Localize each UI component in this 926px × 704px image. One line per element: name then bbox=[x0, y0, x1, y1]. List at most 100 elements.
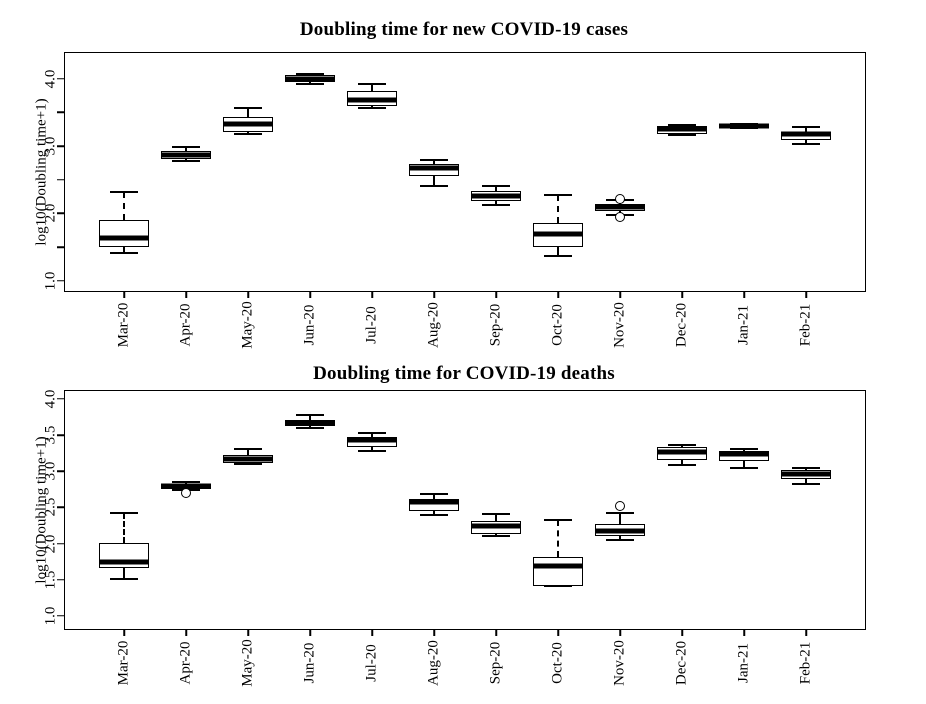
whisker-cap bbox=[358, 83, 386, 85]
x-tick-label: Aug-20 bbox=[425, 640, 442, 686]
x-tick-label: Apr-20 bbox=[177, 641, 194, 685]
whisker-cap bbox=[792, 143, 820, 146]
whisker-stem bbox=[371, 432, 373, 438]
chart-doubling-time-cases: Doubling time for new COVID-19 cases log… bbox=[34, 19, 866, 349]
whisker-stem bbox=[371, 106, 373, 109]
chart-title: Doubling time for new COVID-19 cases bbox=[299, 19, 629, 40]
x-tick-label: Jul-20 bbox=[363, 644, 380, 682]
y-tick-label: 1.0 bbox=[42, 606, 59, 626]
median-line bbox=[99, 235, 149, 241]
whisker-cap bbox=[358, 431, 386, 434]
whisker-cap bbox=[420, 184, 448, 187]
x-tick-mark bbox=[185, 291, 187, 298]
whisker-cap bbox=[234, 132, 262, 135]
whisker-stem bbox=[123, 247, 125, 254]
x-tick-mark bbox=[681, 291, 683, 298]
whisker-cap bbox=[296, 413, 324, 416]
whisker-cap bbox=[234, 463, 262, 466]
y-tick-mark bbox=[56, 77, 64, 80]
whisker-stem bbox=[309, 414, 311, 420]
plot-area: log10(Doubling time+1) 1.0 2.0 3.0 4.0 Mar-2… bbox=[34, 52, 866, 349]
median-line bbox=[471, 523, 521, 529]
outlier-point bbox=[615, 501, 625, 512]
y-tick-label: 4.0 bbox=[42, 389, 59, 409]
whisker-stem bbox=[247, 448, 249, 456]
x-tick-label: Jun-20 bbox=[301, 642, 318, 684]
box bbox=[99, 220, 149, 248]
x-tick-mark bbox=[123, 291, 125, 298]
median-line bbox=[99, 559, 149, 565]
whisker-cap bbox=[792, 483, 820, 486]
x-tick-mark bbox=[557, 629, 559, 636]
x-tick-mark bbox=[557, 291, 559, 298]
y-tick-label: 1.0 bbox=[42, 271, 59, 291]
whisker-cap bbox=[668, 463, 696, 466]
whisker-stem bbox=[743, 448, 745, 452]
y-tick-mark bbox=[56, 542, 64, 545]
whisker-cap bbox=[296, 426, 324, 429]
whisker-cap bbox=[544, 518, 572, 521]
whisker-cap bbox=[792, 126, 820, 129]
median-line bbox=[223, 456, 273, 462]
whisker-cap bbox=[110, 252, 138, 255]
y-tick-mark bbox=[56, 579, 64, 581]
whisker-cap bbox=[172, 159, 200, 162]
whisker-cap bbox=[110, 512, 138, 515]
whisker-cap bbox=[606, 512, 634, 515]
box bbox=[533, 556, 583, 587]
y-tick-label: 2.0 bbox=[42, 534, 59, 553]
median-line bbox=[409, 499, 459, 505]
whisker-stem bbox=[557, 519, 559, 557]
whisker-stem bbox=[185, 158, 187, 161]
x-tick-label: Jan-21 bbox=[735, 643, 752, 683]
median-line bbox=[781, 471, 831, 477]
median-line bbox=[161, 152, 211, 158]
x-tick-mark bbox=[309, 291, 311, 298]
whisker-cap bbox=[482, 185, 510, 188]
y-tick-mark bbox=[56, 615, 64, 617]
x-tick-label: Sep-20 bbox=[487, 303, 504, 347]
y-tick-label: 3.0 bbox=[42, 461, 59, 481]
median-line bbox=[595, 528, 645, 534]
whisker-cap bbox=[730, 447, 758, 450]
whisker-stem bbox=[681, 444, 683, 447]
outlier-point bbox=[615, 193, 625, 204]
x-tick-mark bbox=[371, 629, 373, 636]
whisker-cap bbox=[482, 512, 510, 515]
whisker-cap bbox=[544, 585, 572, 588]
outlier-point bbox=[181, 488, 191, 498]
x-tick-label: Feb-21 bbox=[797, 303, 814, 347]
whisker-stem bbox=[805, 467, 807, 470]
whisker-stem bbox=[247, 131, 249, 134]
whisker-stem bbox=[805, 127, 807, 132]
whisker-stem bbox=[557, 247, 559, 256]
x-tick-mark bbox=[433, 291, 435, 298]
chart-doubling-time-deaths: Doubling time for COVID-19 deaths log10(… bbox=[0, 352, 926, 704]
whisker-cap bbox=[420, 513, 448, 516]
x-tick-mark bbox=[495, 291, 497, 298]
chart-title: Doubling time for COVID-19 deaths bbox=[313, 363, 615, 384]
median-line bbox=[285, 420, 335, 426]
whisker-stem bbox=[619, 536, 621, 540]
median-line bbox=[161, 483, 211, 489]
y-tick-mark bbox=[56, 434, 64, 436]
y-axis-label: log10(Doubling time+1) bbox=[33, 98, 50, 246]
whisker-stem bbox=[495, 186, 497, 191]
x-tick-mark bbox=[247, 629, 249, 636]
whisker-cap bbox=[606, 539, 634, 542]
outlier-point bbox=[615, 211, 625, 222]
plot-area: log10(Doubling time+1) 1.0 1.5 2.0 2.5 3.0 3.… bbox=[34, 390, 866, 687]
whisker-stem bbox=[371, 84, 373, 92]
whisker-cap bbox=[420, 159, 448, 162]
x-tick-label: Nov-20 bbox=[611, 302, 628, 348]
x-tick-mark bbox=[743, 291, 745, 298]
y-tick-mark bbox=[56, 212, 64, 215]
whisker-stem bbox=[309, 81, 311, 84]
x-tick-mark bbox=[619, 629, 621, 636]
y-tick-mark bbox=[56, 145, 64, 147]
x-tick-label: Jul-20 bbox=[363, 306, 380, 344]
y-tick-mark bbox=[56, 470, 64, 473]
y-tick-mark bbox=[56, 246, 64, 248]
y-tick-label: 3.0 bbox=[42, 136, 59, 156]
